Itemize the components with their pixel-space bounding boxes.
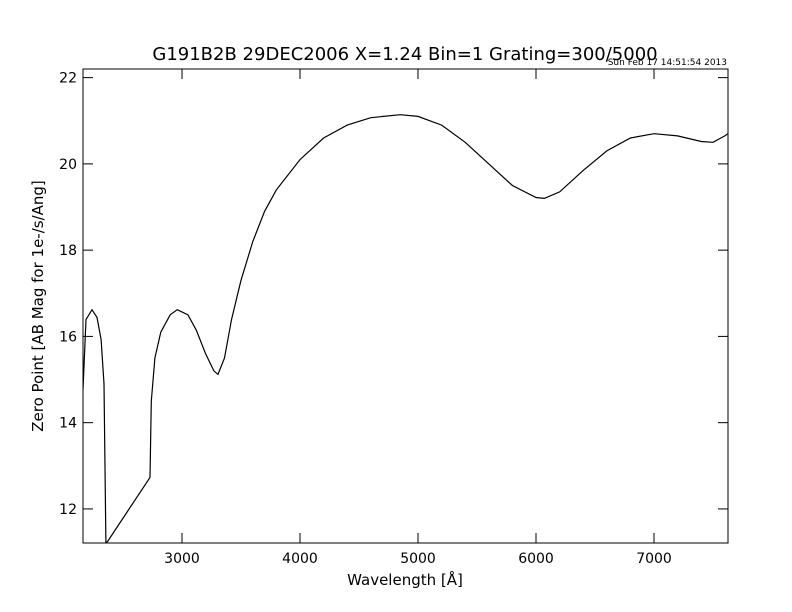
y-axis-label: Zero Point [AB Mag for 1e-/s/Ang] <box>29 180 47 432</box>
x-tick-label: 3000 <box>164 551 200 567</box>
y-tick-label: 20 <box>59 157 77 173</box>
plot-frame <box>82 68 729 544</box>
x-tick-label: 5000 <box>400 551 436 567</box>
data-line <box>83 114 728 543</box>
x-tick-label: 4000 <box>282 551 318 567</box>
x-axis-label: Wavelength [Å] <box>347 570 463 589</box>
x-tick-label: 7000 <box>636 551 672 567</box>
chart-title: G191B2B 29DEC2006 X=1.24 Bin=1 Grating=3… <box>152 44 657 65</box>
timestamp: Sun Feb 17 14:51:54 2013 <box>608 58 727 68</box>
y-tick-label: 18 <box>59 243 77 259</box>
y-tick-label: 22 <box>59 71 77 87</box>
y-tick-label: 14 <box>59 416 77 432</box>
x-tick-label: 6000 <box>518 551 554 567</box>
y-tick-label: 12 <box>59 502 77 518</box>
y-tick-label: 16 <box>59 329 77 345</box>
